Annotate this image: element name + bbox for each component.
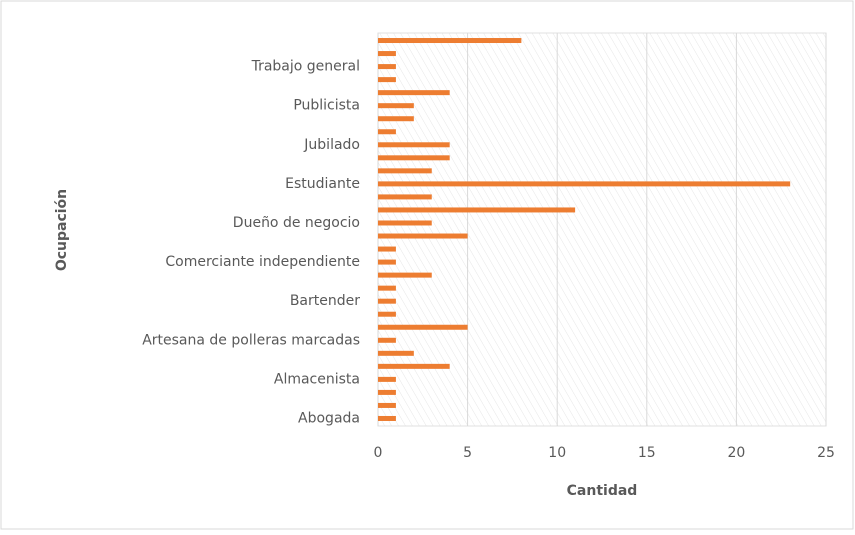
x-tick-label: 15 — [638, 445, 656, 461]
x-tick-label: 0 — [374, 445, 383, 461]
y-tick-label: Estudiante — [285, 176, 360, 192]
bar — [378, 298, 396, 304]
bar — [378, 51, 396, 57]
bar — [378, 90, 450, 96]
bar — [378, 337, 396, 343]
bar — [378, 181, 791, 187]
bar — [378, 259, 396, 265]
bar — [378, 142, 450, 148]
bar — [378, 155, 450, 161]
bar — [378, 64, 396, 70]
bar — [378, 220, 432, 226]
x-tick-label: 10 — [548, 445, 566, 461]
bar — [378, 376, 396, 382]
bar — [378, 77, 396, 83]
y-axis-label: Ocupación — [54, 189, 70, 271]
x-tick-label: 25 — [817, 445, 835, 461]
x-tick-label: 20 — [727, 445, 745, 461]
bar — [378, 116, 414, 122]
bar — [378, 311, 396, 317]
bar — [378, 402, 396, 408]
bar — [378, 350, 414, 356]
x-axis-label: Cantidad — [567, 483, 638, 499]
y-tick-label: Bartender — [290, 293, 360, 309]
bar — [378, 246, 396, 252]
bar — [378, 363, 450, 369]
y-tick-label: Dueño de negocio — [233, 215, 360, 231]
bar — [378, 194, 432, 200]
bar — [378, 168, 432, 174]
bar — [378, 207, 576, 213]
y-tick-label: Artesana de polleras marcadas — [142, 332, 360, 348]
plot-area — [377, 32, 827, 427]
y-tick-label: Almacenista — [274, 371, 360, 387]
x-tick-label: 5 — [463, 445, 472, 461]
y-tick-label: Abogada — [298, 410, 360, 426]
bar — [378, 272, 432, 278]
y-tick-label: Publicista — [293, 98, 360, 114]
bar — [378, 38, 522, 44]
bar — [378, 129, 396, 135]
y-tick-label: Trabajo general — [251, 59, 360, 75]
bar — [378, 103, 414, 109]
bar — [378, 233, 468, 239]
bar — [378, 389, 396, 395]
y-tick-label: Jubilado — [303, 137, 360, 153]
bar — [378, 415, 396, 421]
y-tick-label: Comerciante independiente — [165, 254, 360, 270]
bar — [378, 285, 396, 291]
bar — [378, 324, 468, 330]
